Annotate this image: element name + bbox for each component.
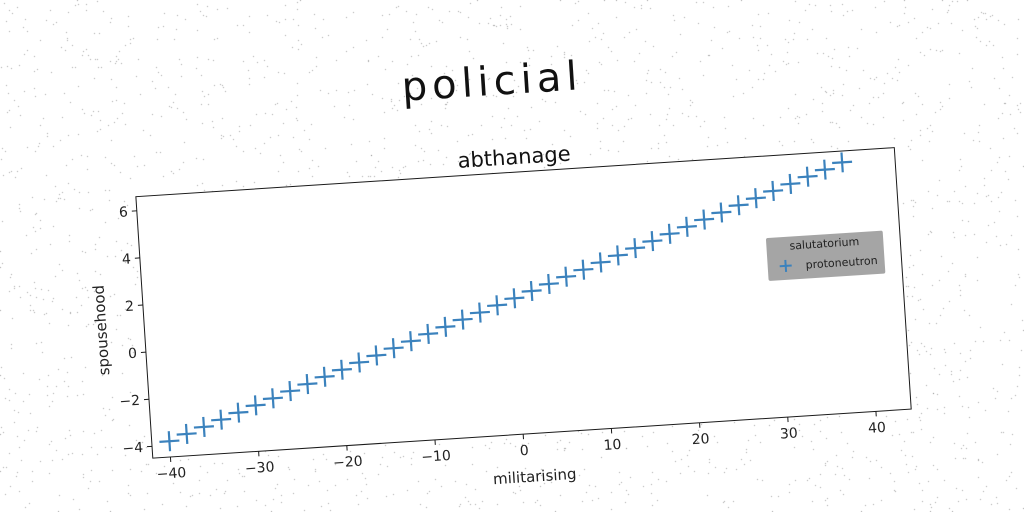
data-point bbox=[832, 152, 853, 173]
data-point bbox=[349, 352, 370, 373]
data-point bbox=[469, 302, 490, 323]
data-point bbox=[297, 373, 318, 395]
scatter-series bbox=[159, 152, 853, 452]
y-tick-label: −2 bbox=[119, 393, 141, 410]
data-point bbox=[625, 238, 646, 259]
x-axis-ticks: −40 −30 −20 −10 0 10 20 30 40 bbox=[156, 411, 887, 483]
data-point bbox=[245, 395, 266, 416]
x-tick-label: −20 bbox=[333, 454, 364, 472]
data-point bbox=[745, 188, 766, 209]
y-axis-ticks: −4 −2 0 2 4 6 bbox=[118, 204, 153, 457]
data-point bbox=[780, 173, 801, 194]
data-point bbox=[383, 338, 404, 359]
data-point bbox=[211, 409, 232, 430]
data-point bbox=[590, 252, 611, 273]
data-point bbox=[728, 195, 749, 216]
x-tick-label: 30 bbox=[779, 425, 798, 442]
x-tick-label: 0 bbox=[519, 443, 529, 460]
data-point bbox=[694, 209, 715, 230]
x-tick-label: 40 bbox=[868, 420, 887, 437]
data-point bbox=[193, 416, 214, 437]
data-point bbox=[504, 288, 525, 309]
data-point bbox=[573, 259, 594, 280]
data-point bbox=[228, 402, 249, 423]
y-tick-label: 6 bbox=[118, 204, 128, 221]
x-axis-label: militarising bbox=[493, 465, 578, 488]
data-point bbox=[452, 309, 473, 330]
data-point bbox=[418, 323, 439, 344]
data-point bbox=[538, 273, 559, 295]
data-point bbox=[262, 388, 283, 409]
legend-label-protoneutron: protoneutron bbox=[805, 254, 878, 272]
x-tick-label: 10 bbox=[603, 437, 622, 454]
legend-title: salutatorium bbox=[789, 235, 860, 252]
data-point bbox=[711, 202, 732, 223]
plot-area bbox=[135, 147, 912, 459]
data-point bbox=[659, 223, 680, 244]
data-point bbox=[521, 280, 542, 302]
y-tick-label: 2 bbox=[125, 299, 135, 316]
figure-suptitle: policial bbox=[400, 53, 583, 111]
data-point bbox=[642, 231, 663, 252]
data-point bbox=[814, 159, 835, 180]
data-point bbox=[435, 316, 456, 337]
data-point bbox=[556, 266, 577, 287]
data-point bbox=[366, 345, 387, 366]
x-tick-label: 20 bbox=[691, 431, 710, 448]
data-point bbox=[331, 359, 352, 380]
data-point bbox=[400, 331, 421, 352]
legend: salutatorium protoneutron bbox=[765, 230, 886, 281]
data-point bbox=[280, 381, 301, 402]
data-point bbox=[314, 366, 335, 387]
x-tick-label: −30 bbox=[244, 459, 275, 477]
data-point bbox=[676, 216, 697, 237]
data-point bbox=[487, 295, 508, 316]
axes: abthanage militarising spousehood −40 −30… bbox=[90, 142, 912, 488]
x-tick-label: −10 bbox=[421, 448, 452, 466]
y-tick-label: 4 bbox=[122, 252, 132, 269]
y-tick-label: 0 bbox=[128, 346, 138, 363]
data-point bbox=[607, 245, 628, 266]
data-point bbox=[797, 166, 818, 187]
data-point bbox=[159, 431, 180, 452]
y-tick-label: −4 bbox=[122, 440, 144, 457]
legend-box bbox=[765, 230, 886, 281]
data-point bbox=[763, 180, 784, 202]
chart-title: abthanage bbox=[457, 142, 571, 173]
y-axis-label: spousehood bbox=[90, 284, 114, 375]
data-point bbox=[176, 423, 197, 444]
legend-marker-protoneutron bbox=[779, 259, 792, 272]
x-tick-label: −40 bbox=[156, 465, 187, 483]
